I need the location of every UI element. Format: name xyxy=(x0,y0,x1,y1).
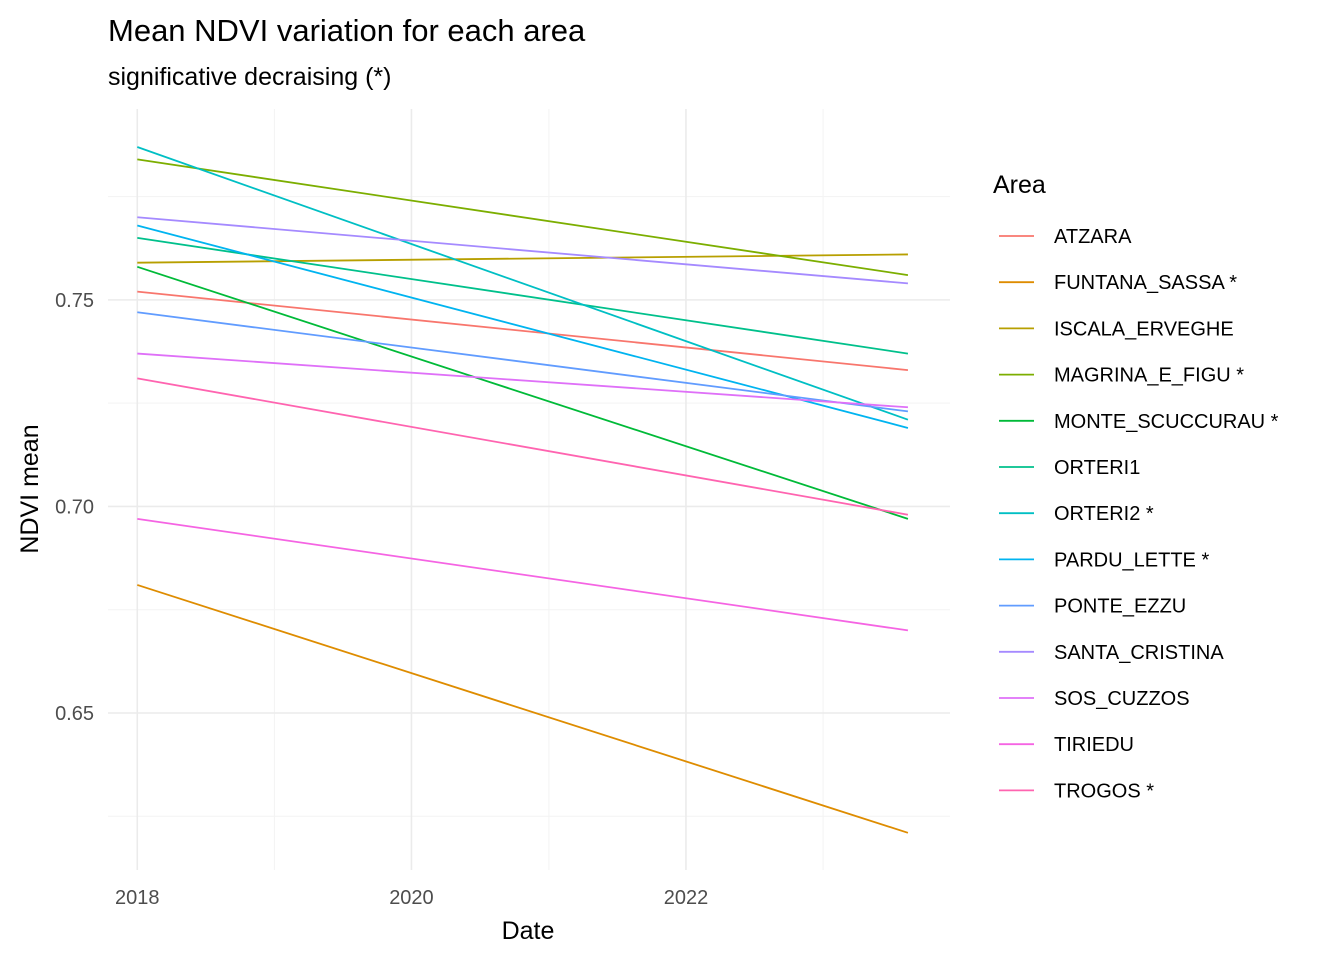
legend-item: FUNTANA_SASSA * xyxy=(999,272,1237,294)
legend-item: ATZARA xyxy=(999,226,1132,248)
legend-label: SANTA_CRISTINA xyxy=(1054,642,1224,664)
y-tick-label: 0.70 xyxy=(55,496,94,518)
legend-item: TROGOS * xyxy=(999,780,1154,802)
legend-label: ATZARA xyxy=(1054,226,1132,248)
y-axis-title: NDVI mean xyxy=(16,424,44,553)
legend-label: PONTE_EZZU xyxy=(1054,596,1186,618)
legend: Area ATZARA FUNTANA_SASSA * ISCALA_ERVEGHE… xyxy=(993,171,1279,802)
series-line xyxy=(137,290,909,371)
series-line xyxy=(137,216,909,285)
series-line xyxy=(137,237,909,355)
legend-label: SOS_CUZZOS xyxy=(1054,688,1190,710)
series-line xyxy=(137,377,909,516)
legend-item: ORTERI1 xyxy=(999,457,1140,479)
series-line xyxy=(137,158,909,276)
series-line xyxy=(137,265,909,520)
legend-item: ISCALA_ERVEGHE xyxy=(999,318,1234,340)
legend-item: PONTE_EZZU xyxy=(999,596,1186,618)
legend-label: MAGRINA_E_FIGU * xyxy=(1054,365,1244,387)
series-line xyxy=(137,311,909,413)
x-axis-title: Date xyxy=(502,917,555,945)
legend-item: SANTA_CRISTINA xyxy=(999,642,1224,664)
legend-title: Area xyxy=(993,171,1046,199)
legend-label: MONTE_SCUCCURAU * xyxy=(1054,411,1279,433)
legend-label: FUNTANA_SASSA * xyxy=(1054,272,1237,294)
chart-subtitle: significative decraising (*) xyxy=(108,63,391,91)
legend-label: ISCALA_ERVEGHE xyxy=(1054,318,1234,340)
x-tick-label: 2020 xyxy=(389,887,434,909)
grid xyxy=(108,109,950,870)
series-line xyxy=(137,352,909,409)
chart-title: Mean NDVI variation for each area xyxy=(108,13,586,48)
x-tick-label: 2022 xyxy=(664,887,709,909)
y-tick-label: 0.75 xyxy=(55,290,94,312)
y-tick-label: 0.65 xyxy=(55,703,94,725)
legend-item: MONTE_SCUCCURAU * xyxy=(999,411,1279,433)
legend-label: TROGOS * xyxy=(1054,780,1154,802)
x-axis-ticks: 2018 2020 2022 xyxy=(115,887,708,909)
y-axis-ticks: 0.65 0.70 0.75 xyxy=(55,290,94,725)
series-line xyxy=(137,517,909,632)
legend-item: TIRIEDU xyxy=(999,734,1134,756)
series-line xyxy=(136,146,909,421)
series-group xyxy=(136,146,909,834)
series-line xyxy=(137,584,909,834)
legend-label: ORTERI1 xyxy=(1054,457,1140,479)
legend-label: TIRIEDU xyxy=(1054,734,1134,756)
legend-item: PARDU_LETTE * xyxy=(999,549,1209,571)
legend-item: MAGRINA_E_FIGU * xyxy=(999,365,1244,387)
legend-label: ORTERI2 * xyxy=(1054,503,1154,525)
legend-item: SOS_CUZZOS xyxy=(999,688,1190,710)
legend-item: ORTERI2 * xyxy=(999,503,1154,525)
legend-label: PARDU_LETTE * xyxy=(1054,549,1209,571)
x-tick-label: 2018 xyxy=(115,887,160,909)
